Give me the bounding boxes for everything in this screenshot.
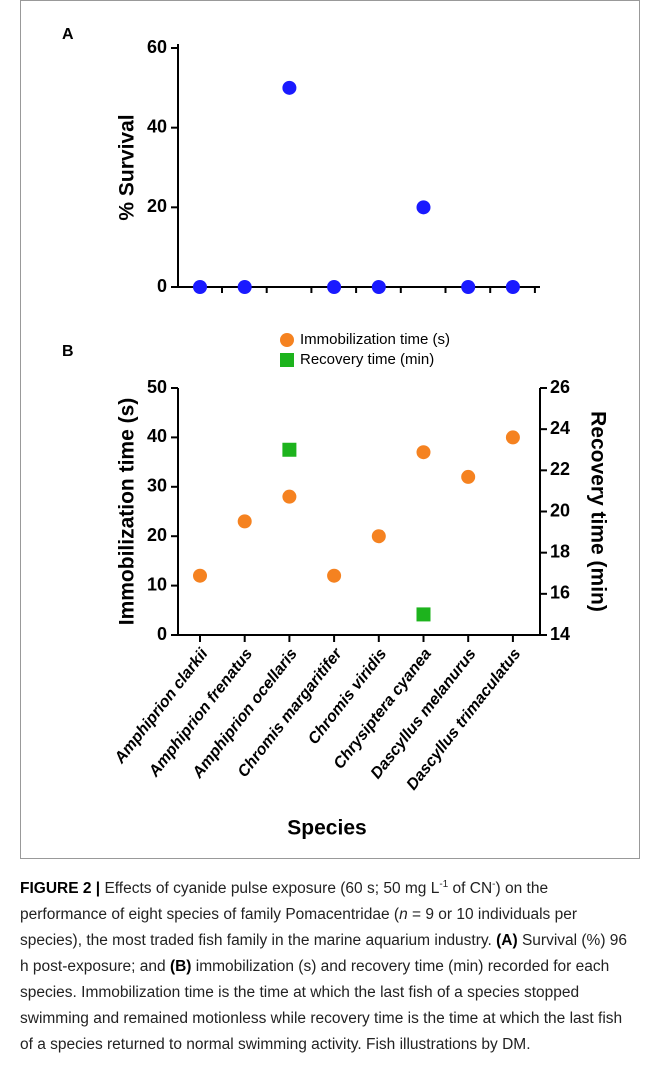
dot (371, 280, 386, 294)
y-tick-label: 10 (147, 574, 167, 594)
dot (371, 529, 386, 544)
frame (20, 0, 640, 859)
caption-run: (B) (169, 958, 192, 976)
y2-tick-label: 14 (550, 624, 570, 644)
caption: FIGURE 2 | Effects of cyanide pulse expo… (20, 872, 635, 1058)
y-tick-label: 30 (147, 476, 167, 496)
dot (416, 200, 431, 215)
y-tick-label: 40 (147, 116, 167, 136)
dot (193, 280, 207, 294)
caption-run: Survival (%) 96 h post-exposure; and (20, 932, 628, 976)
dot (416, 445, 431, 460)
caption-run: of CN (448, 880, 493, 898)
dot (193, 568, 207, 583)
dot (327, 280, 342, 294)
dot (282, 80, 297, 95)
y-axis-label: % Survival (116, 114, 139, 220)
dot (505, 430, 520, 445)
figure: A 0 20 40 60 % Survival B 0 10 20 30 40 50 14 16 18 20 22… (20, 0, 640, 859)
y-tick-label: 0 (157, 276, 167, 296)
panel-label: B (62, 343, 74, 360)
caption-run: -1 (439, 879, 449, 890)
legend-swatch (280, 353, 294, 367)
dot (237, 280, 252, 294)
y2-tick-label: 18 (550, 541, 570, 561)
y-tick-label: 0 (157, 624, 167, 644)
caption-run: ) on the performance of eight species of… (20, 880, 549, 924)
square-marker (416, 607, 431, 622)
legend-swatch (280, 333, 294, 347)
legend-label: Recovery time (min) (300, 351, 434, 368)
y2-tick-label: 20 (550, 500, 570, 520)
dot (282, 489, 297, 504)
y-tick-label: 20 (147, 525, 167, 545)
dot (461, 469, 476, 484)
y2-tick-label: 26 (550, 377, 570, 397)
dot (461, 280, 476, 294)
panel-label: A (62, 26, 74, 43)
caption-run: immobilization (s) and recovery time (mi… (20, 958, 623, 1054)
dot (237, 514, 252, 529)
caption-run: = 9 or 10 individuals per species), the … (20, 906, 578, 950)
y-tick-label: 50 (147, 377, 167, 397)
caption-run: n (399, 906, 408, 924)
caption-run: Effects of cyanide pulse exposure (60 s;… (100, 880, 440, 898)
y2-tick-label: 16 (550, 583, 570, 603)
x-axis-label: Species (287, 817, 366, 840)
caption-run: (A) (496, 932, 518, 950)
y2-tick-label: 24 (550, 418, 570, 438)
y-tick-label: 40 (147, 426, 167, 446)
y-axis-label: Immobilization time (s) (116, 398, 139, 626)
dot (327, 568, 342, 583)
dot (505, 280, 520, 294)
x-tick-label: Chromis viridis (305, 646, 390, 748)
y-tick-label: 60 (147, 37, 167, 57)
caption-run: FIGURE 2 | (20, 880, 101, 898)
legend-label: Immobilization time (s) (300, 331, 450, 348)
caption-run: - (492, 879, 496, 890)
y2-tick-label: 22 (550, 459, 570, 479)
square-marker (282, 442, 297, 457)
y2-axis-label: Recovery time (min) (586, 411, 609, 612)
y-tick-label: 20 (147, 196, 167, 216)
